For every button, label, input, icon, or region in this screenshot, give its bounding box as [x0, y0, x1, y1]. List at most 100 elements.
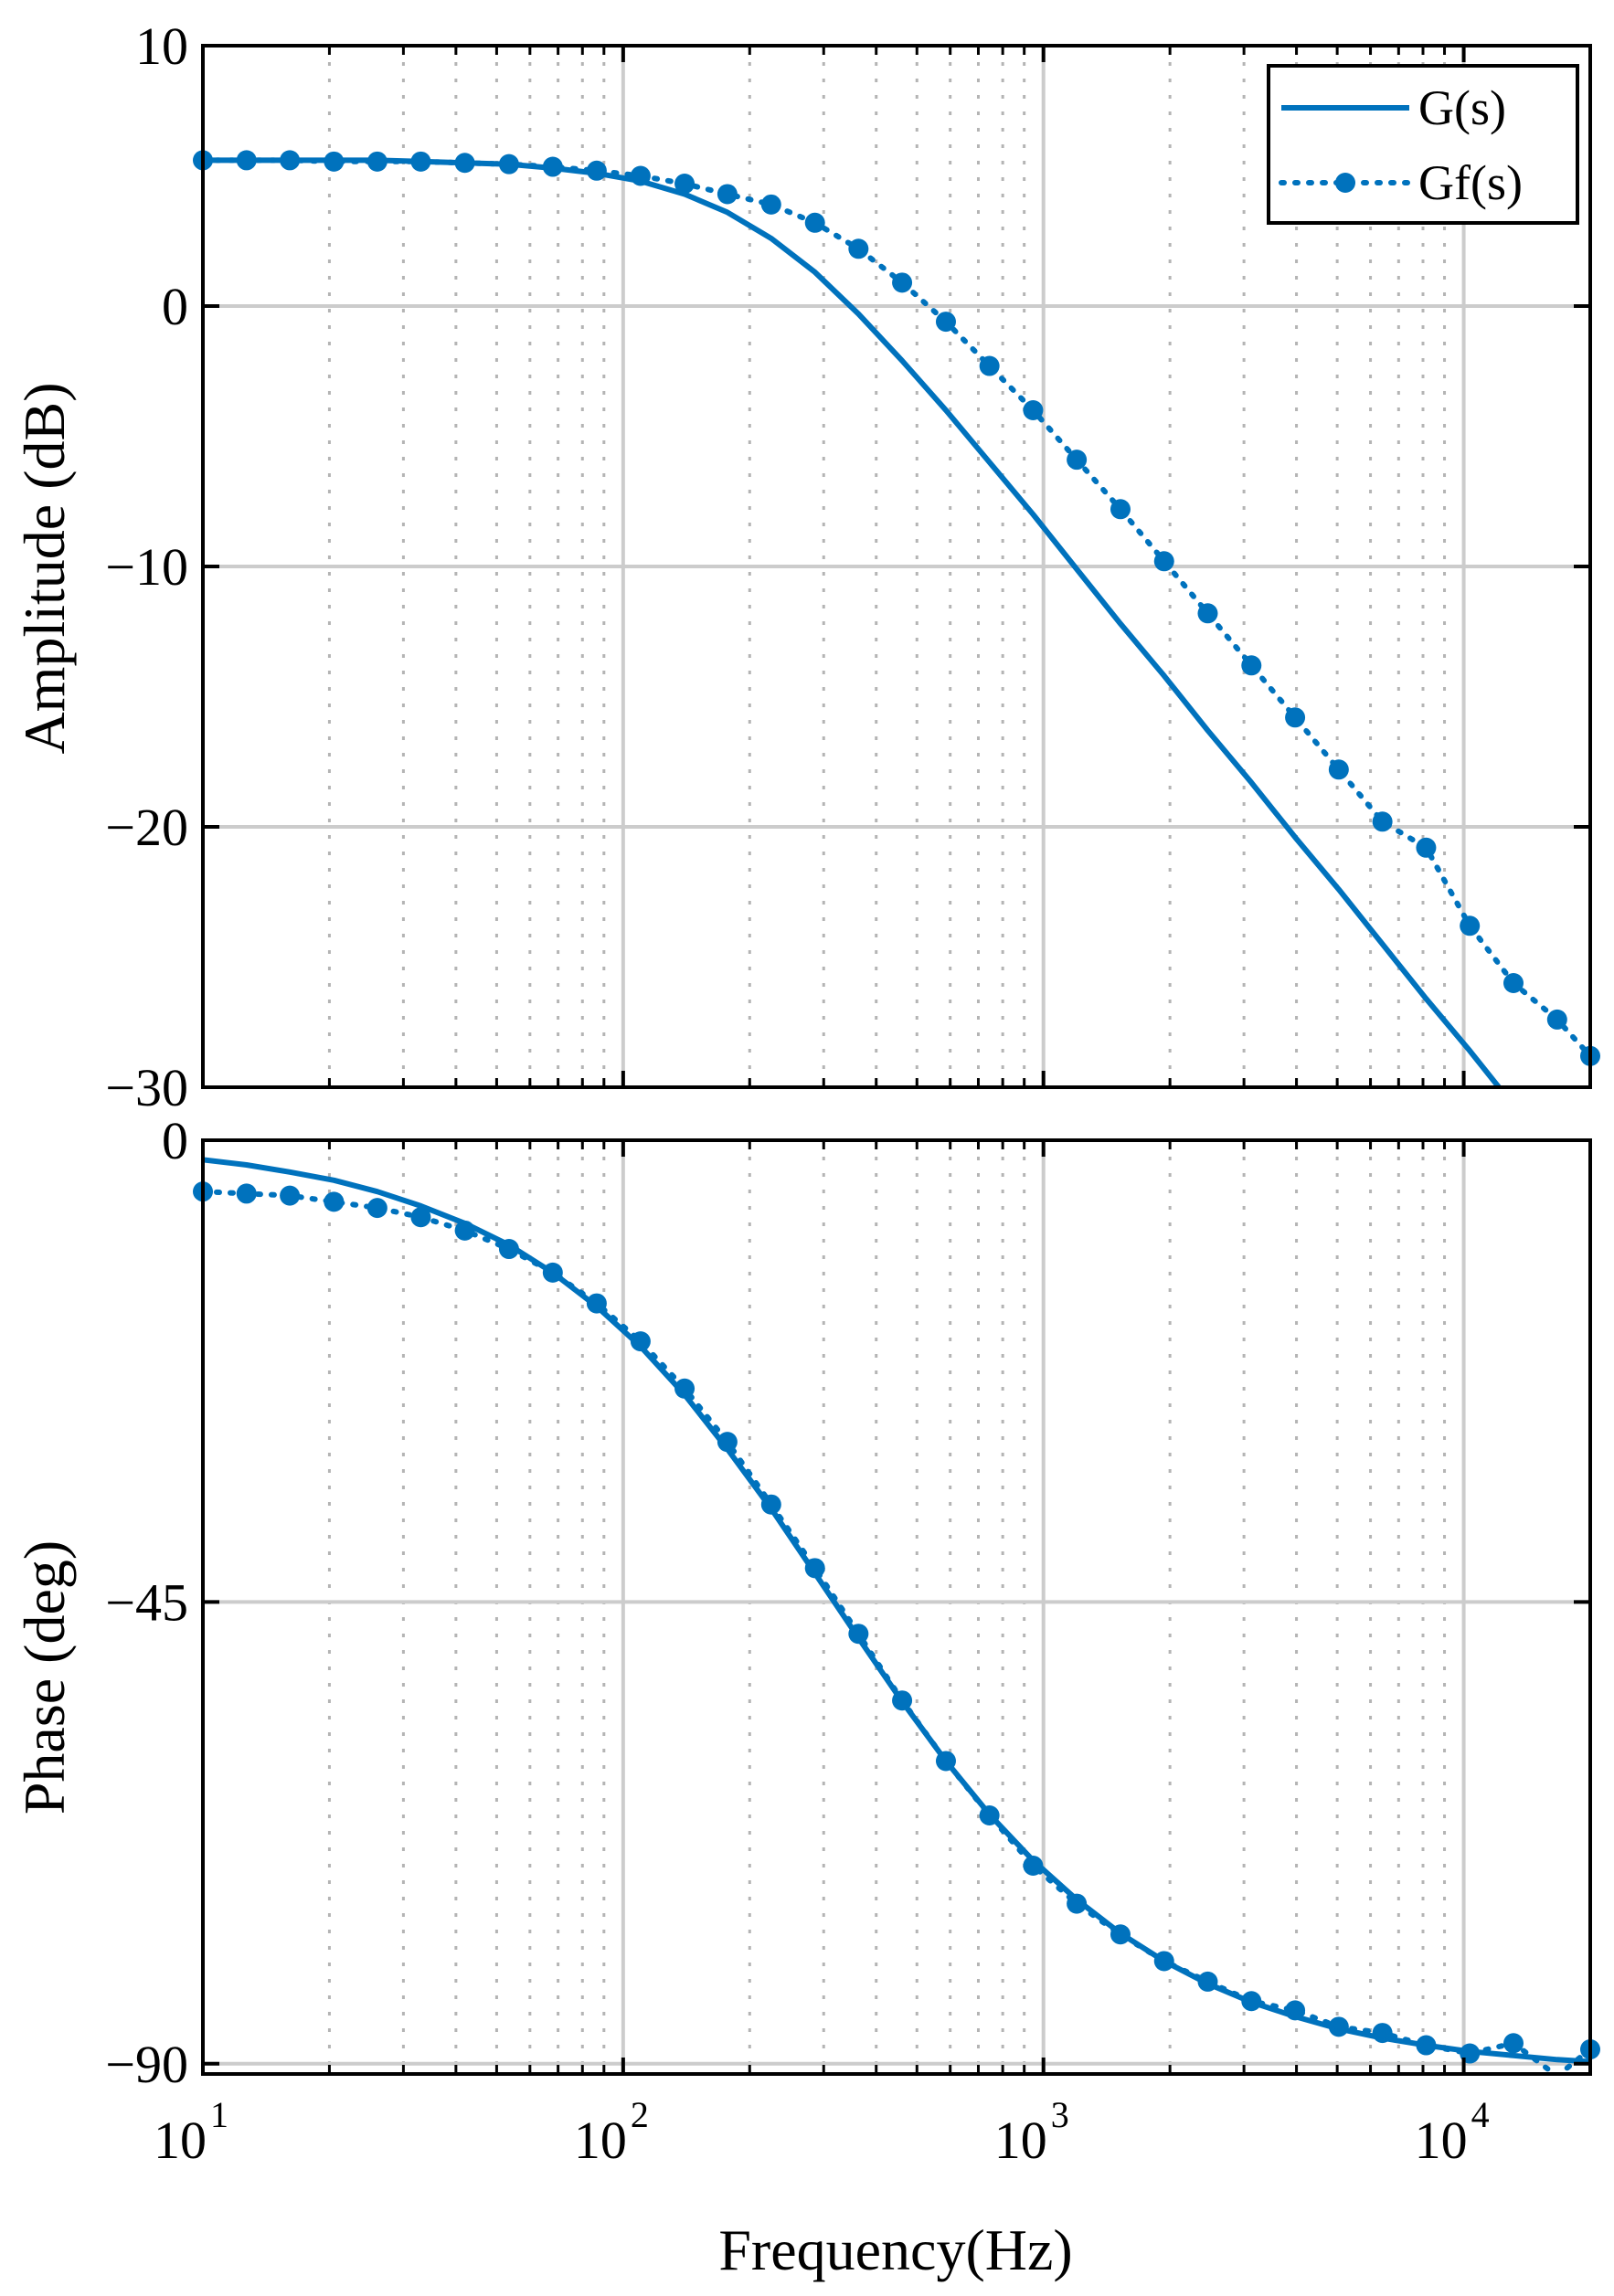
data-point — [979, 355, 1000, 376]
x-tick-labels: 10 1 10 2 10 3 10 4 — [154, 2094, 1490, 2170]
data-point — [1023, 400, 1044, 420]
x-tick-exponent: 4 — [1471, 2094, 1490, 2135]
data-point — [979, 1804, 1000, 1825]
phase-markers — [193, 1181, 1600, 2064]
data-point — [454, 1220, 475, 1241]
data-point — [366, 1198, 388, 1219]
data-point — [804, 1558, 825, 1579]
data-point — [366, 151, 388, 172]
data-point — [760, 194, 781, 215]
legend-marker-gf — [1335, 173, 1355, 193]
data-point — [1197, 603, 1218, 624]
data-point — [1241, 1991, 1262, 2012]
data-point — [324, 1191, 345, 1212]
data-point — [410, 1207, 431, 1228]
data-point — [454, 153, 475, 174]
phase-frame — [201, 1138, 1592, 2076]
data-point — [542, 156, 563, 177]
legend: G(s) Gf(s) — [1267, 64, 1579, 225]
data-point — [1110, 499, 1131, 520]
x-tick-base: 10 — [154, 2111, 207, 2170]
data-point — [892, 1690, 913, 1711]
data-point — [1546, 1009, 1567, 1030]
data-point — [542, 1262, 563, 1283]
data-point — [630, 165, 651, 186]
phase-y-tick-labels: 0 −45 −90 — [105, 1111, 188, 2094]
y-tick-label: 0 — [162, 277, 188, 336]
data-point — [1153, 1951, 1174, 1972]
x-tick-exponent: 3 — [1051, 2094, 1069, 2135]
data-point — [280, 150, 301, 171]
data-point — [1285, 2000, 1306, 2021]
x-tick-label: 10 3 — [994, 2094, 1069, 2170]
x-tick-base: 10 — [1415, 2111, 1468, 2170]
amplitude-panel: 10 0 −10 −20 −30 Amplitude (dB) G(s) Gf(s) — [12, 16, 1600, 1117]
data-point — [1503, 2033, 1524, 2054]
y-tick-label: 0 — [162, 1111, 188, 1170]
data-point — [498, 1239, 519, 1260]
data-point — [1241, 655, 1262, 676]
data-point — [236, 150, 257, 171]
y-tick-label: −90 — [105, 2035, 188, 2094]
amplitude-frame — [201, 44, 1592, 1089]
data-point — [760, 1494, 781, 1515]
data-point — [1067, 450, 1088, 471]
data-point — [1067, 1893, 1088, 1914]
data-point — [804, 212, 825, 233]
data-point — [630, 1331, 651, 1352]
x-tick-exponent: 2 — [631, 2094, 649, 2135]
legend-label-gf: Gf(s) — [1418, 155, 1523, 210]
y-tick-label: −20 — [105, 798, 188, 857]
data-point — [674, 174, 696, 195]
y-tick-label: −30 — [105, 1058, 188, 1117]
data-point — [236, 1183, 257, 1204]
x-axis-label: Frequency(Hz) — [718, 2217, 1072, 2282]
data-point — [848, 1624, 869, 1645]
data-point — [1110, 1924, 1131, 1945]
data-point — [1372, 2023, 1393, 2044]
phase-y-axis-label: Phase (deg) — [12, 1540, 77, 1815]
data-point — [1503, 973, 1524, 993]
x-tick-exponent: 1 — [210, 2094, 228, 2135]
data-point — [586, 1293, 607, 1314]
data-point — [498, 153, 519, 175]
data-point — [280, 1185, 301, 1206]
y-tick-label: −45 — [105, 1572, 188, 1632]
data-point — [586, 160, 607, 181]
x-tick-label: 10 1 — [154, 2094, 228, 2170]
data-point — [935, 1751, 956, 1772]
data-point — [1153, 551, 1174, 572]
data-point — [892, 272, 913, 293]
data-point — [410, 151, 431, 172]
x-tick-base: 10 — [994, 2111, 1047, 2170]
y-tick-label: 10 — [135, 16, 188, 76]
legend-box — [1267, 64, 1579, 225]
data-point — [717, 184, 738, 205]
data-point — [1416, 2035, 1437, 2056]
data-point — [1023, 1856, 1044, 1877]
data-point — [674, 1378, 696, 1399]
phase-panel: 0−45−90 10 1 10 2 10 3 10 4 Phase (deg) Frequen… — [12, 1111, 1600, 2282]
y-tick-label: −10 — [105, 537, 188, 597]
data-point — [717, 1432, 738, 1453]
data-point — [1285, 707, 1306, 728]
legend-label-g: G(s) — [1418, 80, 1506, 135]
x-tick-label: 10 4 — [1415, 2094, 1490, 2170]
data-point — [1372, 811, 1393, 832]
data-point — [1197, 1971, 1218, 1992]
amplitude-markers — [193, 150, 1600, 1066]
amplitude-y-axis-label: Amplitude (dB) — [12, 382, 77, 754]
data-point — [324, 151, 345, 172]
data-point — [848, 238, 869, 259]
x-tick-base: 10 — [574, 2111, 627, 2170]
data-point — [1460, 915, 1481, 936]
phase-grid — [203, 1140, 1592, 2074]
data-point — [1328, 2016, 1349, 2037]
data-point — [935, 312, 956, 333]
amplitude-y-tick-labels: 10 0 −10 −20 −30 — [105, 16, 188, 1117]
x-tick-label: 10 2 — [574, 2094, 649, 2170]
data-point — [1416, 837, 1437, 858]
data-point — [1328, 759, 1349, 780]
